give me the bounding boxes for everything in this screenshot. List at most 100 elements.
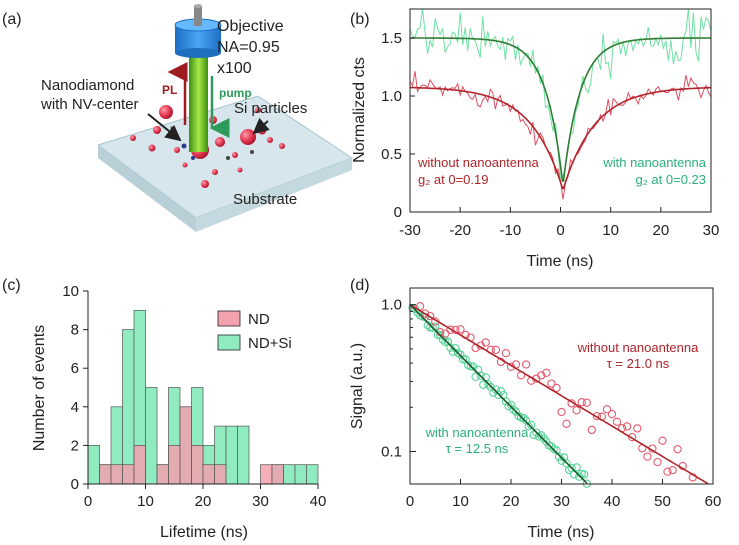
b-raw-with	[409, 8, 712, 179]
d-point-without	[420, 309, 430, 318]
d-point-without	[491, 345, 501, 355]
b-xlabel: Time (ns)	[527, 253, 594, 270]
d-xtick-label: 40	[604, 493, 621, 510]
d-point-without	[562, 419, 571, 428]
c-bar-nd	[271, 464, 284, 485]
b-green-title: with nanoantenna	[602, 155, 706, 170]
c-bar-ndsi	[294, 464, 307, 485]
c-xtick-label: 30	[252, 493, 269, 510]
panel-b-g2-chart: (b) -30 -20 -10 0 10 20 30 0 0.5 1.0 1.5 Time (ns)…	[350, 8, 719, 270]
d-point-without	[592, 411, 602, 421]
panel-c-tag: (c)	[2, 277, 21, 294]
d-xtick-label: 10	[452, 493, 469, 510]
b-xtick-label: -10	[499, 222, 521, 239]
d-point-with	[436, 331, 445, 340]
d-point-with	[506, 400, 516, 409]
c-bar-nd	[99, 464, 112, 485]
c-bar-nd	[110, 464, 123, 485]
si-particles-label: Si particles	[234, 100, 307, 117]
b-xtick-label: -20	[449, 222, 471, 239]
d-point-without	[587, 425, 596, 435]
d-point-without	[415, 302, 425, 311]
d-point-with	[575, 472, 584, 481]
d-point-without	[612, 417, 622, 426]
d-ytick-label: 1.0	[381, 297, 402, 314]
d-point-with	[491, 385, 501, 394]
b-xtick-label: 20	[652, 222, 669, 239]
d-point-without	[633, 424, 642, 433]
legend-swatch-ndsi	[217, 334, 241, 351]
d-point-without	[622, 422, 632, 431]
c-bar-nd	[260, 464, 273, 485]
d-point-without	[663, 467, 672, 476]
b-xtick-label: 0	[556, 222, 564, 239]
c-bar-nd	[191, 445, 204, 485]
c-xlabel: Lifetime (ns)	[160, 524, 248, 541]
d-point-with	[519, 413, 528, 423]
c-bar-ndsi	[225, 425, 238, 485]
d-ytick-label: 0.1	[381, 443, 402, 460]
d-point-with	[511, 407, 521, 416]
d-point-with	[580, 470, 589, 479]
d-point-without	[426, 311, 435, 321]
d-point-with	[527, 420, 536, 430]
b-ticks: -30 -20 -10 0 10 20 30 0 0.5 1.0 1.5	[381, 30, 719, 239]
d-point-without	[582, 398, 591, 407]
panel-a-tag: (a)	[2, 11, 22, 28]
d-point-with	[479, 380, 488, 389]
b-ytick-label: 0.5	[381, 146, 402, 163]
b-fit-lines	[409, 37, 711, 190]
d-xlabel: Time (ns)	[528, 524, 595, 541]
d-fit-without	[409, 304, 709, 485]
d-point-without	[643, 452, 652, 461]
b-ytick-label: 1.0	[381, 88, 402, 105]
b-xtick-label: 30	[703, 222, 720, 239]
d-point-with	[547, 442, 556, 451]
substrate-top	[96, 95, 354, 219]
d-point-without	[537, 371, 546, 380]
objective-lens	[174, 4, 222, 58]
b-red-g2: g₂ at 0=0.19	[418, 172, 488, 187]
panel-c-histogram: (c) 0 10 20 30 40 0 2 4 6 8 10 Lifetime (ns) Numbe…	[2, 277, 326, 541]
si-arrow	[252, 117, 270, 135]
nanodiamond-arrow	[147, 113, 182, 142]
d-point-without	[653, 457, 662, 467]
b-xtick-label: 10	[602, 222, 619, 239]
c-bar-nd	[168, 445, 181, 485]
d-point-with	[484, 380, 493, 389]
c-xtick-label: 0	[84, 493, 92, 510]
d-fit-with	[409, 304, 588, 484]
c-xtick-label: 20	[195, 493, 212, 510]
d-point-with	[509, 405, 518, 414]
na-label: NA=0.95	[217, 39, 280, 56]
substrate-side	[196, 158, 352, 232]
d-point-without	[481, 338, 490, 347]
d-fit-lines	[409, 304, 709, 485]
c-bar-ndsi	[306, 464, 319, 485]
d-point-without	[456, 325, 465, 334]
c-ytick-label: 10	[62, 283, 79, 300]
c-ytick-label: 6	[71, 360, 79, 377]
d-point-without	[521, 360, 531, 369]
d-red-tau: τ = 21.0 ns	[607, 356, 670, 371]
d-point-without	[501, 349, 511, 358]
c-bar-ndsi	[283, 464, 296, 485]
d-point-without	[552, 383, 561, 393]
d-point-without	[673, 445, 682, 454]
d-red-title: without nanoantenna	[577, 340, 699, 355]
d-xtick-label: 20	[503, 493, 520, 510]
d-point-without	[572, 406, 581, 415]
d-point-with	[476, 371, 485, 380]
b-ytick-label: 1.5	[381, 30, 402, 47]
d-point-with	[481, 373, 490, 382]
d-point-without	[658, 436, 667, 445]
d-point-without	[602, 405, 612, 414]
b-ylabel: Normalized cts	[351, 57, 368, 163]
d-point-without	[542, 368, 551, 377]
c-bar-ndsi	[122, 329, 135, 485]
legend-swatch-nd	[217, 310, 241, 327]
d-point-without	[628, 432, 637, 442]
c-bar-nd	[214, 464, 227, 485]
nanodiamond-label: Nanodiamond	[41, 77, 134, 94]
